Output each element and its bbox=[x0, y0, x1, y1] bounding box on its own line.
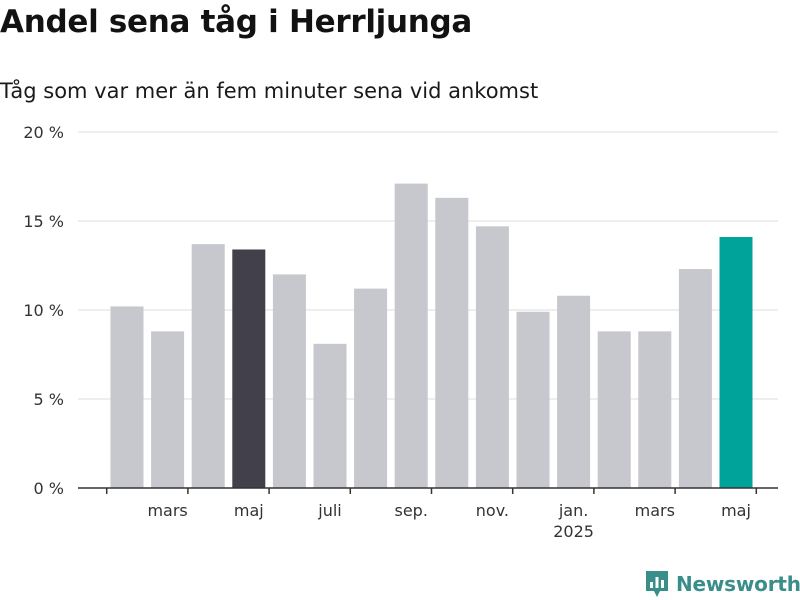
x-axis bbox=[78, 487, 778, 494]
x-tick-label: juli bbox=[317, 501, 341, 520]
chart-subtitle: Tåg som var mer än fem minuter sena vid … bbox=[0, 79, 539, 103]
newsworthy-logo-icon bbox=[646, 571, 668, 597]
y-tick-label: 0 % bbox=[34, 479, 64, 498]
x-tick-label: mars bbox=[635, 501, 675, 520]
bar bbox=[678, 269, 712, 488]
x-tick-label: maj bbox=[234, 501, 264, 520]
y-tick-label: 5 % bbox=[34, 390, 64, 409]
x-tick-label: mars bbox=[147, 501, 187, 520]
bar bbox=[394, 183, 428, 488]
y-tick-label: 10 % bbox=[23, 301, 64, 320]
bar bbox=[719, 237, 753, 488]
bar bbox=[272, 274, 306, 488]
y-tick-label: 15 % bbox=[23, 212, 64, 231]
x-tick-label: sep. bbox=[394, 501, 427, 520]
bar bbox=[435, 197, 469, 489]
newsworthy-brand: Newsworthy bbox=[644, 568, 800, 600]
bar bbox=[232, 249, 266, 488]
bar bbox=[557, 295, 591, 488]
bar bbox=[354, 288, 388, 488]
bar bbox=[313, 343, 347, 488]
chart-title: Andel sena tåg i Herrljunga bbox=[0, 4, 473, 40]
x-tick-label: maj bbox=[721, 501, 751, 520]
x-axis-tick-labels: mars maj juli sep. nov. jan. 2025 mars maj bbox=[147, 501, 750, 541]
bar bbox=[151, 331, 185, 488]
bars bbox=[110, 183, 753, 489]
bar bbox=[475, 226, 509, 488]
bar bbox=[638, 331, 672, 488]
bar bbox=[516, 311, 550, 488]
bar bbox=[110, 306, 144, 488]
y-axis-tick-labels: 0 % 5 % 10 % 15 % 20 % bbox=[23, 123, 64, 498]
x-tick-year-label: 2025 bbox=[553, 522, 594, 541]
bar bbox=[597, 331, 631, 488]
bar bbox=[191, 244, 225, 488]
newsworthy-brand-name: Newsworthy bbox=[676, 572, 800, 596]
x-tick-label: jan. bbox=[558, 501, 588, 520]
x-tick-label: nov. bbox=[476, 501, 509, 520]
y-tick-label: 20 % bbox=[23, 123, 64, 142]
